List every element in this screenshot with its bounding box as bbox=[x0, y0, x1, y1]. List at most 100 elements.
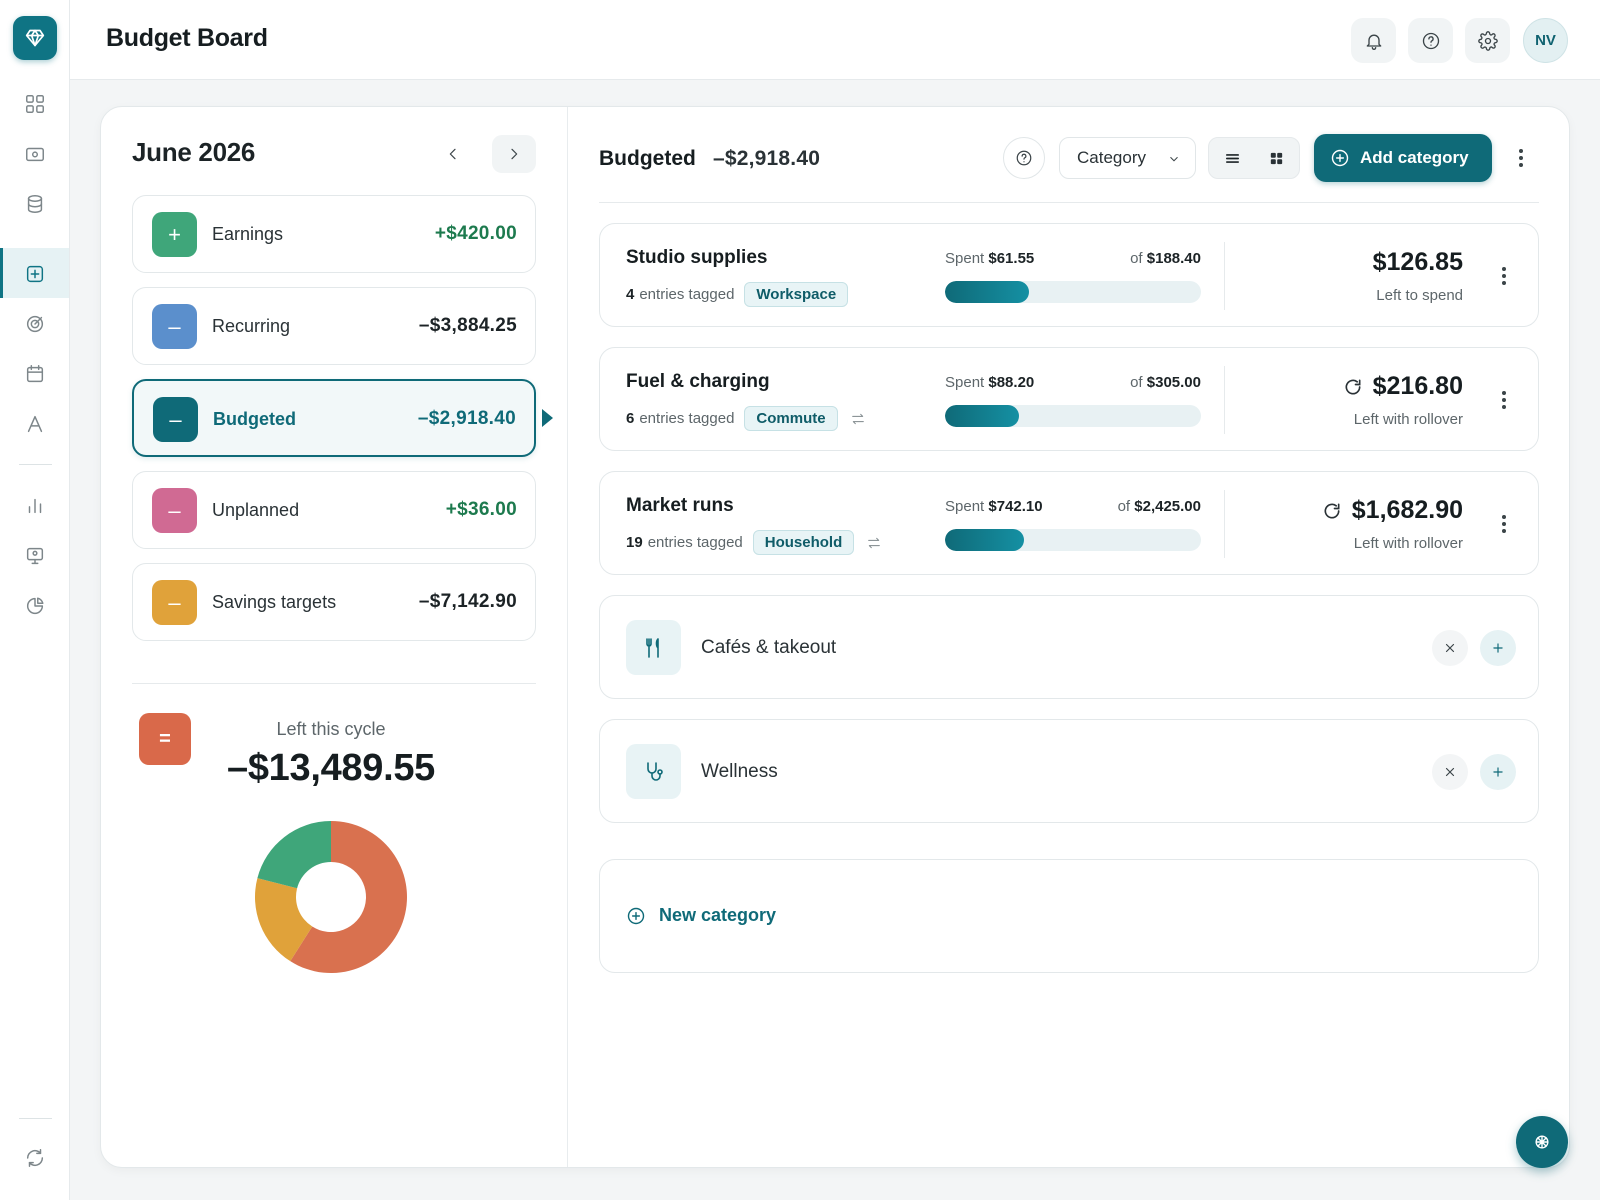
category-name: Studio supplies bbox=[626, 247, 768, 268]
summary-card-unplanned[interactable]: – Unplanned +$36.00 bbox=[132, 471, 536, 549]
remaining-value: $216.80 bbox=[1372, 372, 1463, 400]
remaining-value: $1,682.90 bbox=[1351, 496, 1463, 524]
divider bbox=[1224, 242, 1225, 310]
progress-fill bbox=[945, 529, 1025, 551]
category-card[interactable]: Market runs 19 entries tagged Household Spen… bbox=[599, 471, 1539, 575]
rail-divider bbox=[19, 464, 52, 465]
summary-label: Recurring bbox=[212, 316, 291, 336]
category-card[interactable]: Studio supplies 4 entries tagged Workspace S… bbox=[599, 223, 1539, 327]
plus-icon bbox=[1493, 767, 1503, 777]
sort-select-value: Category bbox=[1077, 148, 1146, 167]
category-icon-tile bbox=[626, 744, 681, 799]
spent-text: Spent $88.20 bbox=[945, 374, 1034, 391]
category-tag[interactable]: Commute bbox=[744, 406, 838, 431]
app-logo[interactable] bbox=[13, 16, 57, 60]
divider bbox=[1224, 366, 1225, 434]
remaining-amount: $216.80 bbox=[1343, 372, 1463, 401]
database-icon[interactable] bbox=[17, 186, 53, 222]
budgeted-badge: – bbox=[153, 397, 198, 442]
grid-icon bbox=[1270, 152, 1282, 164]
remove-category-button[interactable] bbox=[1432, 754, 1468, 790]
sync-icon[interactable] bbox=[17, 1140, 53, 1176]
spent-text: Spent $742.10 bbox=[945, 498, 1043, 515]
add-budget-button[interactable] bbox=[1480, 754, 1516, 790]
category-tag[interactable]: Household bbox=[752, 530, 855, 555]
category-card[interactable]: Fuel & charging 6 entries tagged Commute Spe… bbox=[599, 347, 1539, 451]
next-period-button[interactable] bbox=[492, 135, 536, 173]
notifications-button[interactable] bbox=[1351, 18, 1396, 63]
more-options-button[interactable] bbox=[1511, 144, 1531, 172]
avatar[interactable]: NV bbox=[1523, 18, 1568, 63]
category-name: Fuel & charging bbox=[626, 371, 770, 392]
category-name: Wellness bbox=[701, 761, 778, 782]
spent-label: Spent bbox=[945, 250, 985, 267]
pie-chart-icon[interactable] bbox=[17, 588, 53, 624]
summary-card-recurring[interactable]: – Recurring –$3,884.25 bbox=[132, 287, 536, 365]
summary-label: Earnings bbox=[212, 224, 284, 244]
budget-text: of $305.00 bbox=[1130, 374, 1201, 391]
remaining-label: Left with rollover bbox=[1353, 411, 1463, 428]
spent-amount: $742.10 bbox=[988, 498, 1043, 515]
empty-category-card[interactable]: Wellness bbox=[599, 719, 1539, 823]
section-help-button[interactable] bbox=[1003, 137, 1045, 179]
summary-amount: –$7,142.90 bbox=[418, 591, 517, 612]
summary-card-savings[interactable]: – Savings targets –$7,142.90 bbox=[132, 563, 536, 641]
chevron-right-icon bbox=[511, 148, 518, 160]
savings-badge: – bbox=[152, 580, 197, 625]
dashboard-icon[interactable] bbox=[17, 86, 53, 122]
assistant-button[interactable] bbox=[1516, 1116, 1568, 1168]
donut-slice-0 bbox=[290, 821, 408, 973]
spent-label: Spent bbox=[945, 498, 985, 515]
category-entries: 19 entries tagged Household bbox=[626, 530, 882, 555]
sparkle-icon bbox=[1535, 1135, 1549, 1149]
monitor-icon[interactable] bbox=[17, 538, 53, 574]
entries-text: entries tagged bbox=[647, 534, 743, 551]
rollover-icon bbox=[1345, 379, 1361, 395]
remaining-amount: $126.85 bbox=[1373, 248, 1463, 277]
top-bar: Budget Board NV bbox=[70, 0, 1600, 80]
entries-text: entries tagged bbox=[639, 286, 735, 303]
selection-pointer bbox=[542, 409, 553, 427]
help-button[interactable] bbox=[1408, 18, 1453, 63]
remove-category-button[interactable] bbox=[1432, 630, 1468, 666]
empty-category-card[interactable]: Cafés & takeout bbox=[599, 595, 1539, 699]
new-category-link[interactable]: New category bbox=[626, 905, 776, 926]
help-icon bbox=[1422, 32, 1439, 49]
summary-card-budgeted[interactable]: – Budgeted –$2,918.40 bbox=[132, 379, 536, 457]
cycle-label: Left this cycle bbox=[276, 719, 386, 739]
bar-chart-icon[interactable] bbox=[17, 488, 53, 524]
summary-amount: +$36.00 bbox=[445, 499, 517, 520]
plus-circle-icon bbox=[1331, 149, 1349, 167]
budget-board: June 2026 + Earnings +$420.00– Recurring –$3… bbox=[100, 106, 1570, 1168]
category-menu-button[interactable] bbox=[1494, 386, 1514, 414]
list-view-button[interactable] bbox=[1211, 141, 1253, 175]
font-icon[interactable] bbox=[17, 406, 53, 442]
add-budget-button[interactable] bbox=[1480, 630, 1516, 666]
category-entries: 6 entries tagged Commute bbox=[626, 406, 866, 431]
remaining-amount: $1,682.90 bbox=[1322, 496, 1463, 525]
settings-button[interactable] bbox=[1465, 18, 1510, 63]
chevron-down-icon bbox=[1170, 156, 1178, 162]
calendar-icon[interactable] bbox=[17, 356, 53, 392]
entries-count: 19 bbox=[626, 534, 643, 551]
sort-select[interactable]: Category bbox=[1059, 137, 1196, 179]
section-total: –$2,918.40 bbox=[713, 147, 821, 170]
summary-card-earnings[interactable]: + Earnings +$420.00 bbox=[132, 195, 536, 273]
summary-label: Budgeted bbox=[213, 409, 296, 429]
divider bbox=[1224, 490, 1225, 558]
target-icon[interactable] bbox=[17, 306, 53, 342]
wallet-icon[interactable] bbox=[17, 136, 53, 172]
summary-label: Savings targets bbox=[212, 592, 337, 612]
add-category-button[interactable]: Add category bbox=[1314, 134, 1492, 182]
category-tag[interactable]: Workspace bbox=[744, 282, 849, 307]
grid-view-button[interactable] bbox=[1255, 141, 1297, 175]
previous-period-button[interactable] bbox=[431, 135, 475, 173]
unplanned-badge: – bbox=[152, 488, 197, 533]
cycle-amount: –$13,489.55 bbox=[226, 747, 436, 789]
of-label: of bbox=[1130, 374, 1143, 391]
rollover-icon bbox=[1324, 503, 1340, 519]
category-menu-button[interactable] bbox=[1494, 510, 1514, 538]
summary-amount: –$3,884.25 bbox=[418, 315, 517, 336]
budget-icon[interactable] bbox=[17, 256, 53, 292]
category-menu-button[interactable] bbox=[1494, 262, 1514, 290]
